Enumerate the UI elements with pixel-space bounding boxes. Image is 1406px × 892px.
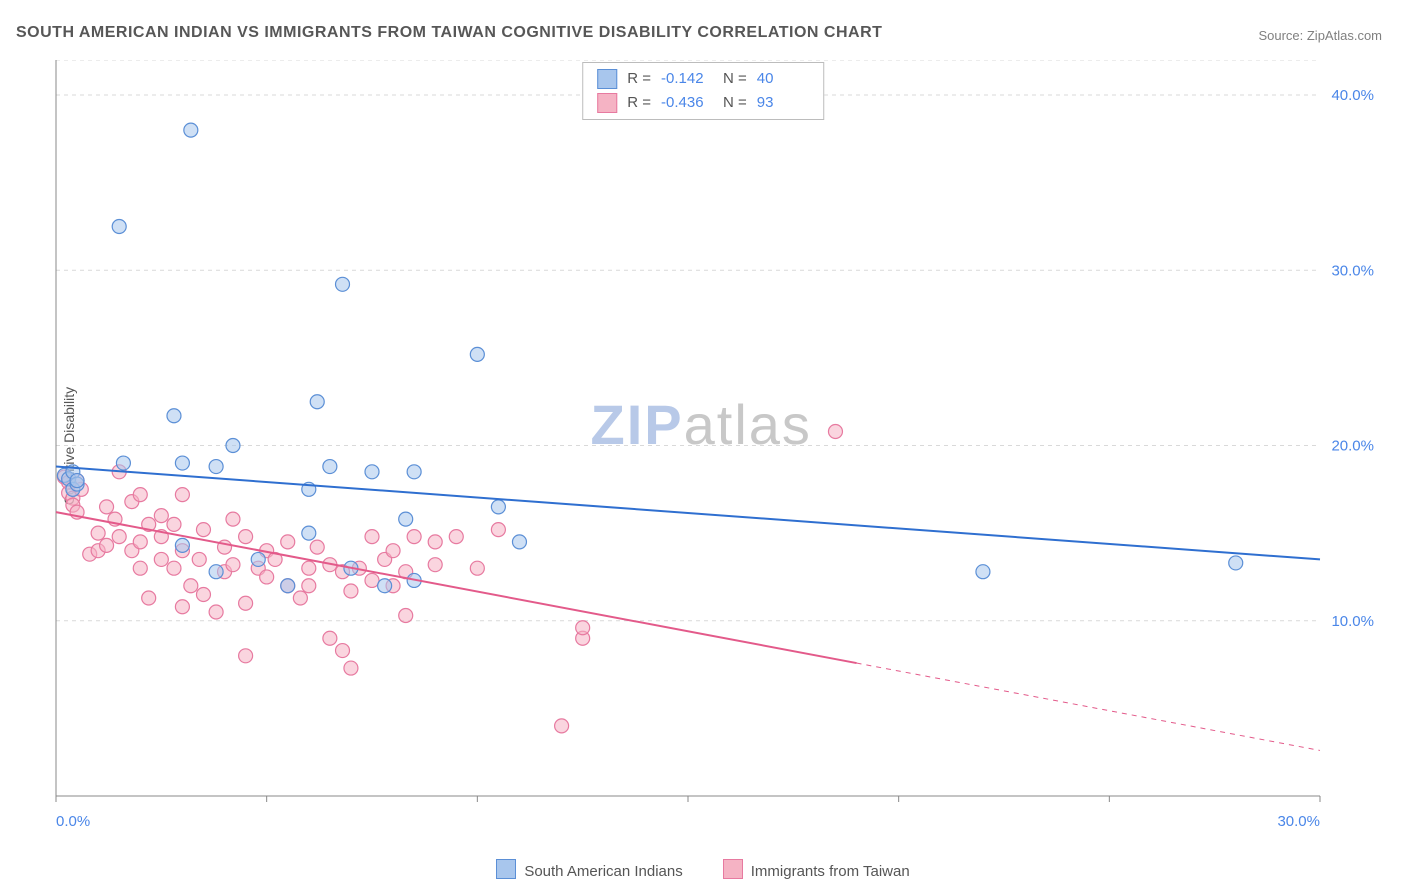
r-label: R =: [627, 67, 651, 91]
r-value: -0.436: [661, 91, 713, 115]
r-value: -0.142: [661, 67, 713, 91]
n-label: N =: [723, 67, 747, 91]
source-attribution: Source: ZipAtlas.com: [1258, 28, 1382, 43]
legend-item: South American Indians: [496, 859, 682, 880]
svg-text:30.0%: 30.0%: [1277, 813, 1320, 830]
svg-text:20.0%: 20.0%: [1331, 438, 1374, 455]
svg-text:40.0%: 40.0%: [1331, 87, 1374, 104]
n-label: N =: [723, 91, 747, 115]
legend-stat-row: R = -0.436 N = 93: [597, 91, 809, 115]
svg-text:0.0%: 0.0%: [56, 813, 90, 830]
n-value: 93: [757, 91, 809, 115]
legend-item: Immigrants from Taiwan: [723, 859, 910, 880]
correlation-legend: R = -0.142 N = 40 R = -0.436 N = 93: [582, 62, 824, 120]
n-value: 40: [757, 67, 809, 91]
legend-swatch: [597, 93, 617, 113]
watermark: ZIPatlas: [591, 392, 812, 457]
legend-stat-row: R = -0.142 N = 40: [597, 67, 809, 91]
r-label: R =: [627, 91, 651, 115]
legend-swatch: [597, 69, 617, 89]
series-legend: South American Indians Immigrants from T…: [0, 859, 1406, 880]
legend-swatch: [496, 859, 516, 879]
svg-text:30.0%: 30.0%: [1331, 262, 1374, 279]
legend-swatch: [723, 859, 743, 879]
chart-title: SOUTH AMERICAN INDIAN VS IMMIGRANTS FROM…: [16, 24, 882, 42]
svg-text:10.0%: 10.0%: [1331, 613, 1374, 630]
